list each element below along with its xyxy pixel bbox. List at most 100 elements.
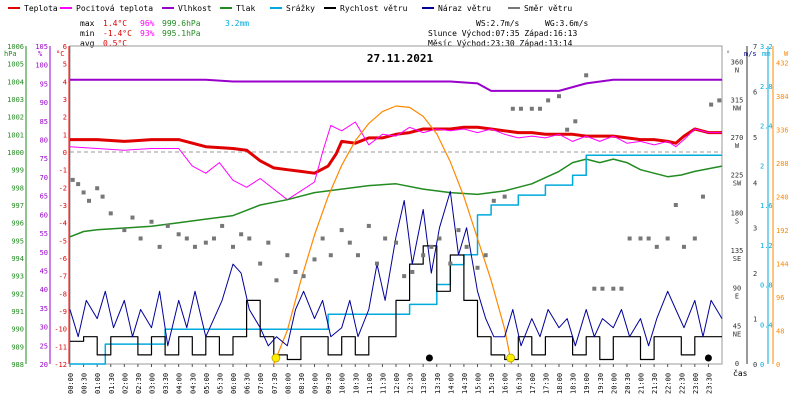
humidity-tick-label: 90 <box>40 99 48 107</box>
humidity-tick-label: 60 <box>40 211 48 219</box>
x-tick-label: 06:00 <box>230 373 238 394</box>
wind-direction-point <box>518 106 523 111</box>
wind-direction-point <box>122 228 127 233</box>
wind-direction-point <box>130 215 135 220</box>
rain-tick-label: 0 <box>760 361 764 369</box>
x-tick-label: 19:00 <box>583 373 591 394</box>
stats-rain: 3.2mm <box>225 19 249 28</box>
x-tick-label: 20:30 <box>624 373 632 394</box>
wind-direction-point <box>475 265 480 270</box>
direction-tick-label: 360 <box>731 59 744 67</box>
wind-direction-point <box>673 203 678 207</box>
wind-direction-point <box>717 98 722 103</box>
x-tick-label: 22:00 <box>665 373 673 394</box>
temperature-tick-label: 5 <box>63 61 67 69</box>
x-tick-label: 00:00 <box>67 373 75 394</box>
legend: Teplota Pocitová teplota Vlhkost Tlak Srážky… <box>8 4 572 13</box>
wind-direction-point <box>665 236 670 241</box>
x-tick-label: 23:00 <box>692 373 700 394</box>
humidity-tick-label: 70 <box>40 174 48 182</box>
info-block: WS:2.7m/s WG:3.6m/s Slunce Východ:07:35 … <box>428 19 589 48</box>
direction-axis-unit: ° <box>726 50 730 58</box>
wind-direction-point <box>203 240 208 245</box>
x-tick-label: 20:00 <box>610 373 618 394</box>
wind-direction-point <box>627 236 632 241</box>
wind-direction-point <box>301 274 306 279</box>
x-tick-label: 13:30 <box>434 373 442 394</box>
wind-direction-point <box>374 261 379 266</box>
wind-direction-point <box>402 274 407 279</box>
stats-max-label: max <box>80 19 95 28</box>
temperature-tick-label: -3 <box>59 202 67 210</box>
direction-tick-label: 315 <box>731 96 744 104</box>
x-tick-label: 01:00 <box>94 373 102 394</box>
x-tick-label: 23:30 <box>705 373 713 394</box>
sunrise-marker <box>271 353 281 363</box>
wind-tick-label: 7 <box>753 43 757 51</box>
x-tick-label: 13:00 <box>420 373 428 394</box>
x-tick-label: 03:30 <box>162 373 170 394</box>
humidity-tick-label: 100 <box>35 62 48 70</box>
grid: 00:00 00:30 01:00 01:30 02:00 02:30 03:00 03:30… <box>67 45 723 394</box>
temperature-tick-label: 1 <box>63 131 67 139</box>
wind-direction-point <box>592 286 597 291</box>
x-tick-label: 12:00 <box>393 373 401 394</box>
direction-tick-label: 0 <box>735 360 739 368</box>
solar-tick-label: 0 <box>776 361 780 369</box>
wind-axis-unit: m/s <box>744 50 757 58</box>
wind-direction-point <box>108 211 113 216</box>
wind-direction-point <box>394 240 398 245</box>
wind-tick-label: 2 <box>753 270 757 278</box>
humidity-tick-label: 20 <box>40 361 48 369</box>
wind-direction-point <box>502 194 507 199</box>
pressure-tick-label: 1000 <box>7 149 24 157</box>
x-tick-label: 18:00 <box>556 373 564 394</box>
wind-direction-point <box>619 286 624 291</box>
humidity-tick-label: 50 <box>40 249 48 257</box>
x-tick-label: 02:00 <box>121 373 129 394</box>
wind-tick-label: 4 <box>753 179 757 187</box>
wind-direction-point <box>95 186 100 191</box>
wind-direction-point <box>239 232 244 237</box>
wind-direction-point <box>646 236 651 241</box>
humidity-tick-label: 75 <box>40 155 48 163</box>
wind-direction-point <box>529 106 534 111</box>
direction-tick-label: 225 <box>731 172 744 180</box>
x-axis-label: čas <box>733 368 748 378</box>
legend-label: Srážky <box>286 4 315 13</box>
x-tick-label: 06:30 <box>244 373 252 394</box>
direction-tick-name: S <box>735 217 739 225</box>
series-slunecni-zareni <box>273 105 513 365</box>
moonrise-marker <box>704 354 712 362</box>
x-tick-label: 11:30 <box>379 373 387 394</box>
axes: hPa1006100510041003100210011000999998997… <box>4 43 789 369</box>
legend-label: Tlak <box>236 4 255 13</box>
pressure-tick-label: 1002 <box>7 114 24 122</box>
temperature-tick-label: -10 <box>54 326 67 334</box>
wind-direction-point <box>709 102 714 107</box>
x-tick-label: 04:30 <box>189 373 197 394</box>
legend-label: Rychlost větru <box>340 4 408 13</box>
x-tick-label: 14:00 <box>447 373 455 394</box>
wind-direction-point <box>247 236 252 241</box>
stats-avg-label: avg <box>80 39 95 48</box>
solar-tick-label: 336 <box>776 127 789 135</box>
direction-tick-name: SW <box>733 180 742 188</box>
solar-tick-label: 240 <box>776 194 789 202</box>
pressure-tick-label: 998 <box>11 184 24 192</box>
stats-min-label: min <box>80 29 95 38</box>
wind-direction-point <box>320 236 325 241</box>
wind-direction-point <box>483 253 488 258</box>
pressure-tick-label: 994 <box>11 255 24 263</box>
stats-min-press: 995.1hPa <box>162 29 201 38</box>
stats-max-hum: 96% <box>140 19 155 28</box>
sunset-marker <box>506 353 515 363</box>
wind-direction-point <box>149 219 154 224</box>
x-tick-label: 11:00 <box>366 373 374 394</box>
wind-direction-point <box>654 244 659 249</box>
x-tick-label: 09:00 <box>312 373 320 394</box>
series-naraz-vetru <box>69 190 723 347</box>
wind-direction-point <box>421 253 426 258</box>
x-tick-label: 21:30 <box>651 373 659 394</box>
